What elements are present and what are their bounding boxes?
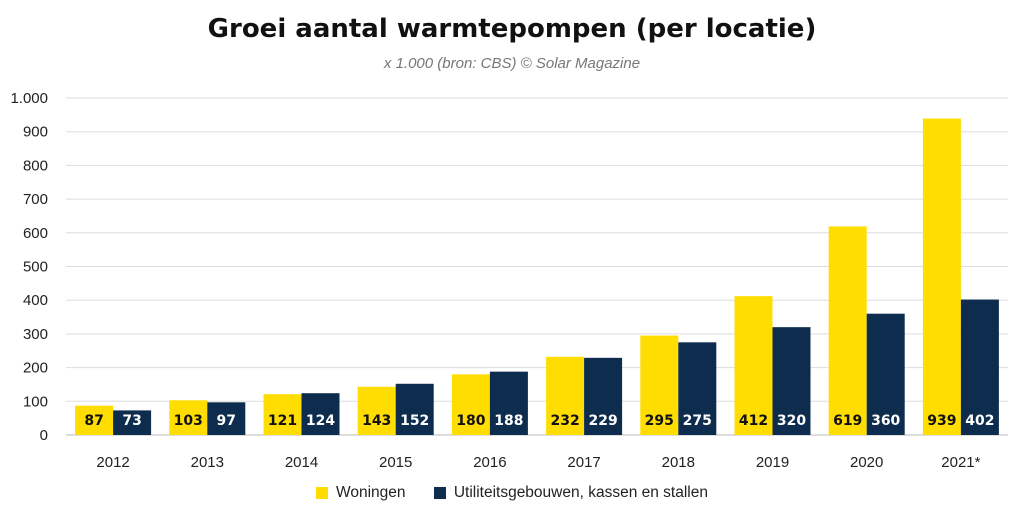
x-tick-label: 2021* bbox=[941, 454, 980, 470]
bar bbox=[640, 335, 679, 435]
y-tick-label: 900 bbox=[23, 124, 48, 141]
x-tick-label: 2019 bbox=[756, 454, 789, 470]
y-tick-label: 100 bbox=[23, 393, 48, 410]
bar bbox=[357, 386, 396, 435]
y-tick-label: 0 bbox=[40, 427, 48, 444]
data-label: 232 bbox=[550, 413, 579, 429]
y-tick-label: 500 bbox=[23, 259, 48, 276]
data-label: 275 bbox=[683, 413, 712, 429]
data-label: 412 bbox=[739, 413, 768, 429]
bar bbox=[113, 410, 152, 435]
data-label: 939 bbox=[927, 413, 956, 429]
x-tick-label: 2015 bbox=[379, 454, 412, 470]
bar bbox=[546, 356, 585, 435]
bar bbox=[960, 299, 999, 435]
legend-item-utiliteit: Utiliteitsgebouwen, kassen en stallen bbox=[433, 484, 708, 502]
legend-item-woningen: Woningen bbox=[315, 484, 406, 502]
legend-label-utiliteit: Utiliteitsgebouwen, kassen en stallen bbox=[453, 484, 708, 501]
bar bbox=[678, 342, 717, 435]
data-label: 295 bbox=[645, 413, 674, 429]
y-tick-label: 1.000 bbox=[10, 90, 48, 107]
x-tick-label: 2020 bbox=[850, 454, 883, 470]
bar bbox=[489, 371, 528, 435]
data-label: 360 bbox=[871, 413, 900, 429]
chart-subtitle: x 1.000 (bron: CBS) © Solar Magazine bbox=[383, 55, 641, 72]
legend-label-woningen: Woningen bbox=[335, 484, 406, 501]
y-tick-label: 800 bbox=[23, 157, 48, 174]
chart-title: Groei aantal warmtepompen (per locatie) bbox=[207, 14, 817, 44]
bar bbox=[828, 226, 867, 435]
data-label: 188 bbox=[494, 413, 523, 429]
y-tick-label: 200 bbox=[23, 360, 48, 377]
y-tick-label: 700 bbox=[23, 191, 48, 208]
data-label: 124 bbox=[306, 413, 335, 429]
data-label: 402 bbox=[965, 413, 994, 429]
x-tick-label: 2016 bbox=[473, 454, 506, 470]
bar bbox=[395, 383, 434, 435]
legend-swatch-utiliteit bbox=[433, 487, 446, 499]
x-tick-label: 2013 bbox=[191, 454, 224, 470]
y-tick-label: 400 bbox=[23, 292, 48, 309]
bar bbox=[263, 394, 302, 435]
bar bbox=[207, 402, 246, 435]
data-label: 619 bbox=[833, 413, 862, 429]
legend: Woningen Utiliteitsgebouwen, kassen en s… bbox=[0, 484, 1024, 504]
data-label: 180 bbox=[456, 413, 485, 429]
bar bbox=[734, 296, 773, 435]
data-label: 143 bbox=[362, 413, 391, 429]
y-tick-label: 600 bbox=[23, 225, 48, 242]
bar bbox=[772, 327, 811, 435]
y-tick-label: 300 bbox=[23, 326, 48, 343]
bar bbox=[451, 374, 490, 435]
x-tick-label: 2012 bbox=[96, 454, 129, 470]
x-tick-label: 2017 bbox=[567, 454, 600, 470]
data-label: 229 bbox=[588, 413, 617, 429]
x-tick-label: 2018 bbox=[662, 454, 695, 470]
data-label: 103 bbox=[174, 413, 203, 429]
bar bbox=[866, 313, 905, 435]
x-tick-label: 2014 bbox=[285, 454, 318, 470]
bar bbox=[75, 405, 114, 435]
bar bbox=[301, 393, 340, 435]
data-label: 87 bbox=[84, 413, 103, 429]
bar bbox=[169, 400, 208, 435]
bar bbox=[584, 357, 623, 435]
data-label: 121 bbox=[268, 413, 297, 429]
data-label: 73 bbox=[122, 413, 141, 429]
bar-chart: 0 100 200 300 400 500 600 700 800 900 1.000 87 73 201… bbox=[10, 90, 1008, 470]
legend-swatch-woningen bbox=[315, 487, 328, 499]
data-label: 97 bbox=[217, 413, 236, 429]
data-label: 152 bbox=[400, 413, 429, 429]
bar bbox=[922, 118, 961, 435]
data-label: 320 bbox=[777, 413, 806, 429]
